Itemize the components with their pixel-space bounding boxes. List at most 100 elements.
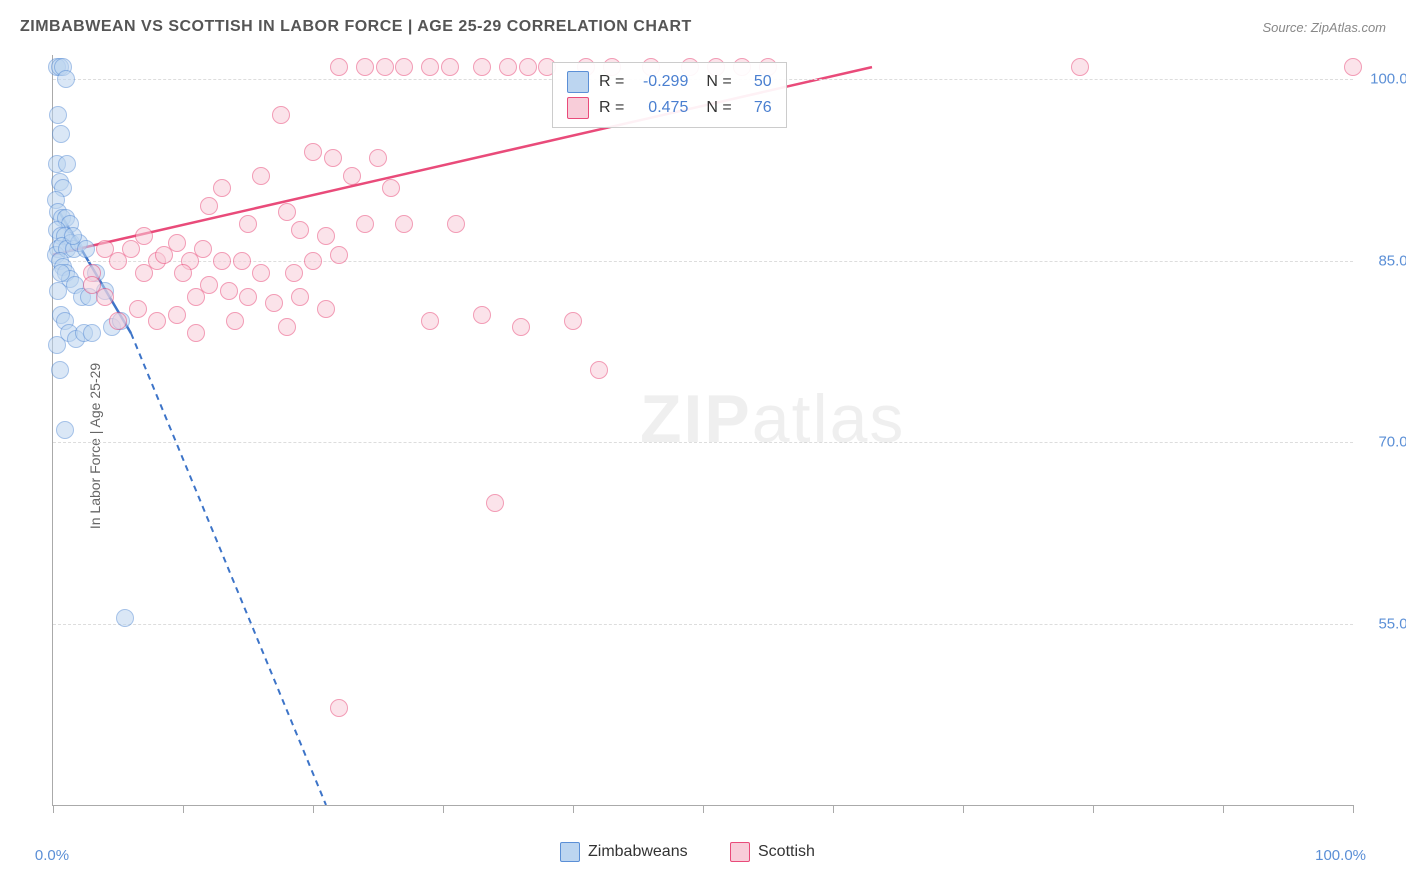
- x-tick: [53, 805, 54, 813]
- data-point-scottish: [252, 167, 270, 185]
- data-point-zimbabweans: [64, 227, 82, 245]
- data-point-scottish: [519, 58, 537, 76]
- data-point-zimbabweans: [52, 264, 70, 282]
- data-point-scottish: [135, 264, 153, 282]
- data-point-scottish: [441, 58, 459, 76]
- data-point-zimbabweans: [83, 324, 101, 342]
- legend-swatch-icon: [560, 842, 580, 862]
- data-point-scottish: [239, 215, 257, 233]
- data-point-scottish: [278, 203, 296, 221]
- data-point-scottish: [486, 494, 504, 512]
- x-tick: [963, 805, 964, 813]
- legend-swatch-icon: [730, 842, 750, 862]
- stats-row-scottish: R =0.475N =76: [567, 95, 772, 121]
- data-point-scottish: [512, 318, 530, 336]
- data-point-scottish: [239, 288, 257, 306]
- x-tick: [1223, 805, 1224, 813]
- data-point-scottish: [226, 312, 244, 330]
- stats-r-label: R =: [599, 99, 624, 117]
- trend-lines: [53, 55, 1353, 805]
- data-point-scottish: [194, 240, 212, 258]
- data-point-scottish: [129, 300, 147, 318]
- data-point-scottish: [395, 215, 413, 233]
- chart-title: ZIMBABWEAN VS SCOTTISH IN LABOR FORCE | …: [20, 18, 692, 36]
- data-point-zimbabweans: [116, 609, 134, 627]
- data-point-scottish: [200, 276, 218, 294]
- data-point-scottish: [356, 215, 374, 233]
- data-point-zimbabweans: [58, 155, 76, 173]
- stats-row-zimbabweans: R =-0.299N =50: [567, 69, 772, 95]
- data-point-scottish: [285, 264, 303, 282]
- x-tick: [1353, 805, 1354, 813]
- stats-n-label: N =: [706, 73, 731, 91]
- correlation-stats-box: R =-0.299N =50R =0.475N =76: [552, 62, 787, 128]
- y-tick-label: 70.0%: [1378, 434, 1406, 451]
- data-point-scottish: [421, 58, 439, 76]
- y-tick-label: 100.0%: [1370, 71, 1406, 88]
- data-point-scottish: [220, 282, 238, 300]
- source-attribution: Source: ZipAtlas.com: [1262, 20, 1386, 35]
- data-point-scottish: [304, 252, 322, 270]
- data-point-zimbabweans: [56, 421, 74, 439]
- data-point-scottish: [168, 306, 186, 324]
- y-tick-label: 85.0%: [1378, 252, 1406, 269]
- data-point-scottish: [83, 276, 101, 294]
- data-point-scottish: [324, 149, 342, 167]
- data-point-scottish: [473, 58, 491, 76]
- legend-item-scottish: Scottish: [730, 842, 815, 862]
- data-point-scottish: [369, 149, 387, 167]
- data-point-scottish: [200, 197, 218, 215]
- x-tick: [1093, 805, 1094, 813]
- scatter-chart: 55.0%70.0%85.0%100.0%: [52, 55, 1353, 806]
- data-point-scottish: [109, 312, 127, 330]
- data-point-zimbabweans: [52, 125, 70, 143]
- stats-r-label: R =: [599, 73, 624, 91]
- y-tick-label: 55.0%: [1378, 615, 1406, 632]
- data-point-scottish: [590, 361, 608, 379]
- stats-n-value: 76: [742, 99, 772, 117]
- data-point-scottish: [330, 246, 348, 264]
- data-point-scottish: [317, 300, 335, 318]
- data-point-scottish: [473, 306, 491, 324]
- gridline: [53, 624, 1353, 625]
- data-point-scottish: [233, 252, 251, 270]
- data-point-scottish: [187, 324, 205, 342]
- data-point-scottish: [213, 179, 231, 197]
- x-tick: [183, 805, 184, 813]
- data-point-scottish: [1344, 58, 1362, 76]
- data-point-scottish: [317, 227, 335, 245]
- data-point-scottish: [499, 58, 517, 76]
- data-point-scottish: [174, 264, 192, 282]
- data-point-scottish: [1071, 58, 1089, 76]
- data-point-zimbabweans: [49, 106, 67, 124]
- legend-label: Zimbabweans: [588, 843, 688, 861]
- data-point-scottish: [265, 294, 283, 312]
- data-point-scottish: [421, 312, 439, 330]
- legend-label: Scottish: [758, 843, 815, 861]
- x-tick: [703, 805, 704, 813]
- data-point-scottish: [447, 215, 465, 233]
- data-point-scottish: [213, 252, 231, 270]
- legend-item-zimbabweans: Zimbabweans: [560, 842, 688, 862]
- x-tick: [443, 805, 444, 813]
- data-point-scottish: [564, 312, 582, 330]
- data-point-scottish: [330, 58, 348, 76]
- data-point-scottish: [382, 179, 400, 197]
- stats-swatch-icon: [567, 97, 589, 119]
- data-point-scottish: [122, 240, 140, 258]
- data-point-scottish: [278, 318, 296, 336]
- data-point-scottish: [291, 288, 309, 306]
- stats-r-value: 0.475: [634, 99, 688, 117]
- data-point-scottish: [155, 246, 173, 264]
- data-point-zimbabweans: [51, 361, 69, 379]
- stats-r-value: -0.299: [634, 73, 688, 91]
- data-point-scottish: [304, 143, 322, 161]
- x-tick: [313, 805, 314, 813]
- data-point-scottish: [330, 699, 348, 717]
- data-point-scottish: [291, 221, 309, 239]
- x-tick: [573, 805, 574, 813]
- data-point-zimbabweans: [48, 336, 66, 354]
- data-point-scottish: [343, 167, 361, 185]
- data-point-scottish: [356, 58, 374, 76]
- x-axis-min-label: 0.0%: [35, 847, 69, 864]
